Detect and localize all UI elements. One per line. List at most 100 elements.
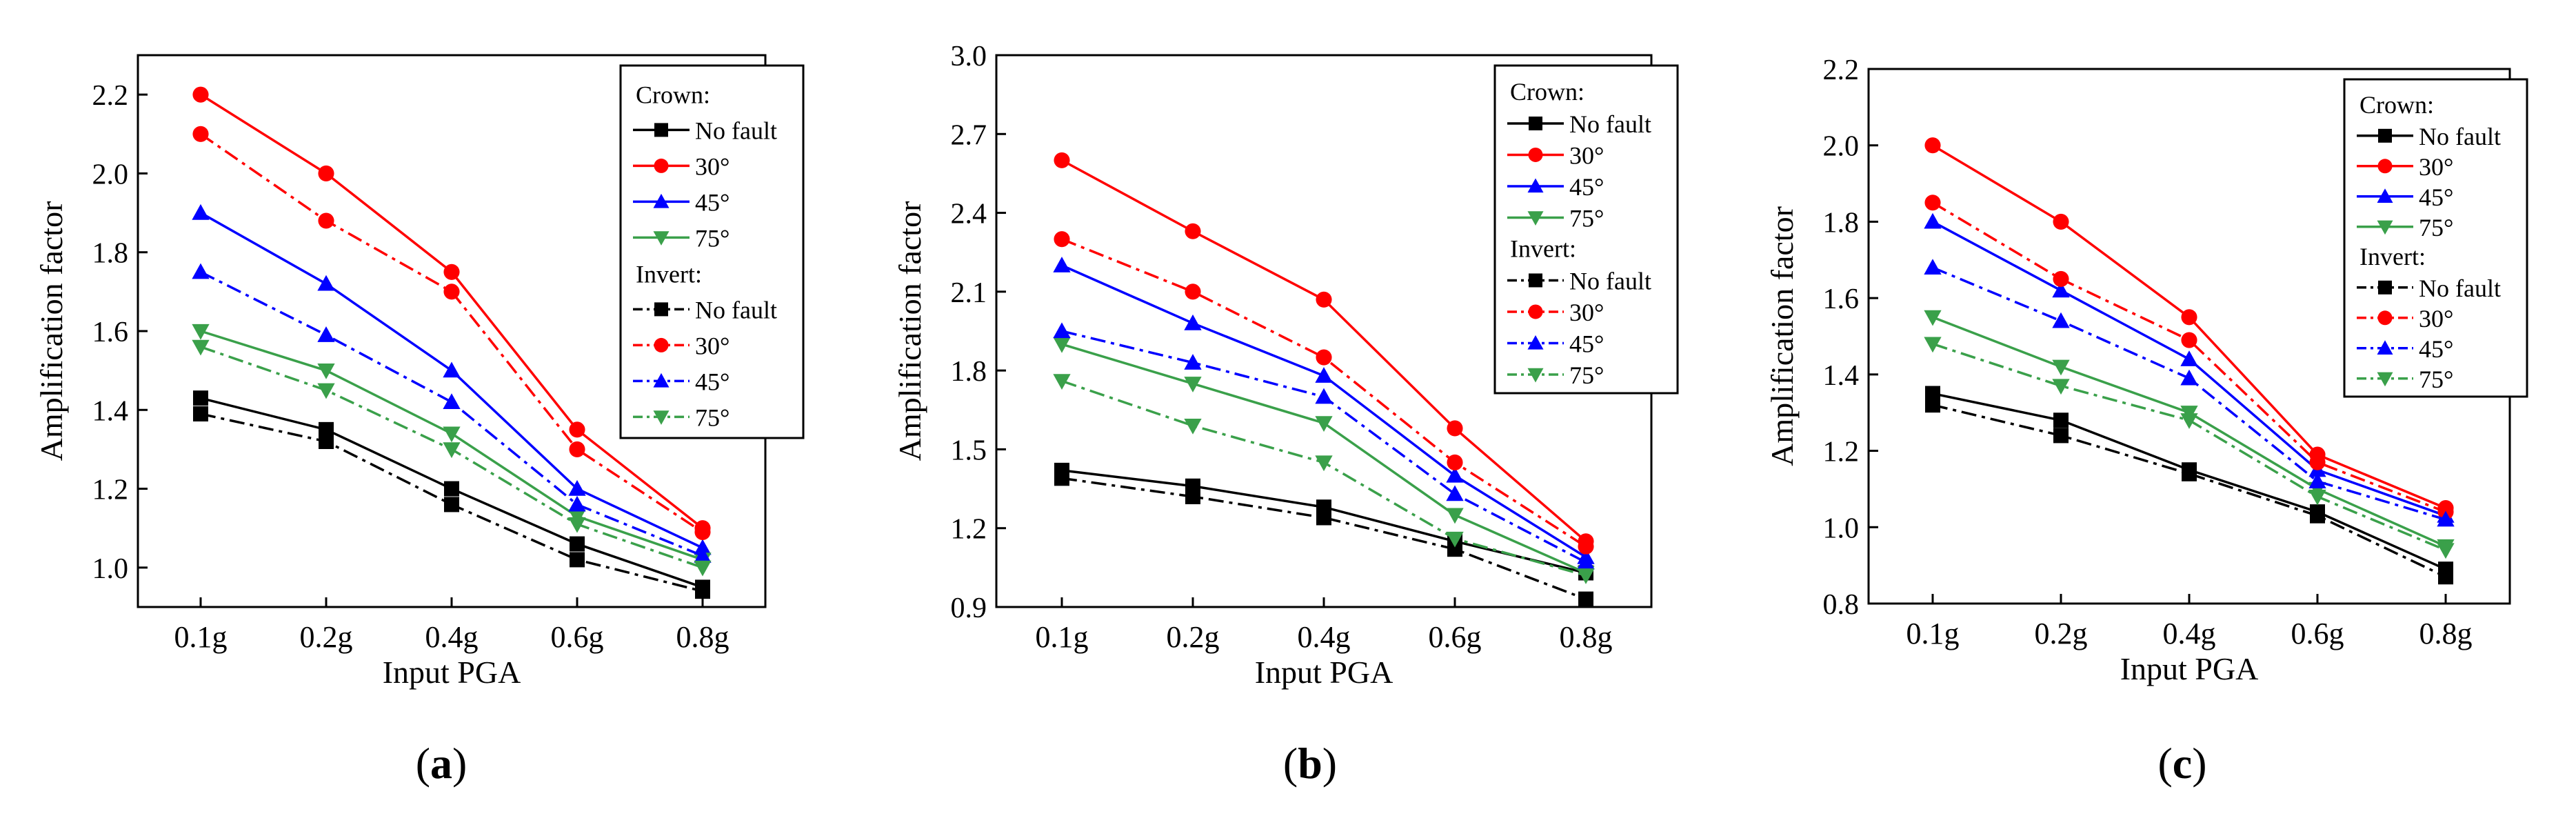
data-point bbox=[569, 421, 585, 438]
legend-group-title: Crown: bbox=[2359, 91, 2434, 119]
legend-marker bbox=[2378, 128, 2392, 143]
data-point bbox=[192, 339, 210, 356]
data-point bbox=[568, 479, 586, 496]
legend-group-title: Crown: bbox=[1510, 78, 1584, 106]
series-line-invert-5 bbox=[1932, 201, 2446, 513]
panel-label: (b) bbox=[1283, 739, 1337, 788]
legend-marker bbox=[654, 158, 669, 173]
data-point bbox=[568, 517, 586, 533]
data-point bbox=[1054, 470, 1069, 486]
legend-marker bbox=[653, 372, 670, 388]
data-point bbox=[1053, 337, 1071, 353]
legend: Crown: No fault 30° 45° 75° Invert: No fault 30… bbox=[1493, 64, 1679, 395]
data-point bbox=[694, 547, 712, 563]
y-tick-label: 0.9 bbox=[951, 593, 987, 624]
data-point bbox=[1925, 386, 1940, 401]
legend-label: 75° bbox=[2419, 366, 2453, 393]
y-tick-label: 2.2 bbox=[92, 80, 129, 112]
y-tick-label: 1.6 bbox=[1823, 283, 1860, 315]
data-point bbox=[1924, 310, 1942, 326]
legend-label: No fault bbox=[1569, 110, 1651, 138]
data-point bbox=[319, 421, 334, 437]
data-point bbox=[2052, 281, 2070, 298]
data-point bbox=[2052, 379, 2070, 395]
x-tick-label: 0.4g bbox=[425, 620, 479, 654]
legend-label: 30° bbox=[695, 152, 729, 180]
legend-label: 45° bbox=[1569, 173, 1604, 201]
data-point bbox=[1185, 283, 1201, 300]
y-tick-label: 2.0 bbox=[92, 159, 129, 190]
data-point bbox=[1315, 388, 1333, 404]
data-point bbox=[1446, 466, 1464, 483]
data-point bbox=[193, 406, 208, 421]
data-point bbox=[192, 324, 210, 340]
legend-marker bbox=[1527, 211, 1544, 226]
legend-label: 30° bbox=[1569, 299, 1604, 326]
data-point bbox=[319, 434, 334, 449]
data-point bbox=[2182, 466, 2197, 481]
data-point bbox=[1446, 485, 1464, 501]
data-point bbox=[443, 393, 461, 409]
data-point bbox=[2308, 489, 2326, 506]
x-tick-label: 0.2g bbox=[1167, 620, 1220, 654]
legend-label: 75° bbox=[695, 404, 729, 431]
legend-group-title: Invert: bbox=[636, 260, 702, 288]
data-point bbox=[2053, 428, 2069, 444]
data-point bbox=[318, 165, 334, 181]
legend-marker bbox=[2378, 280, 2392, 295]
data-point bbox=[192, 263, 210, 279]
legend-marker bbox=[1528, 304, 1543, 319]
y-tick-label: 2.2 bbox=[1823, 54, 1860, 86]
legend-label: No fault bbox=[695, 296, 777, 324]
legend-label: 30° bbox=[2419, 305, 2453, 332]
legend-marker bbox=[1527, 368, 1544, 383]
data-point bbox=[1924, 195, 1941, 211]
legend-label: No fault bbox=[695, 117, 777, 144]
data-point bbox=[694, 560, 712, 577]
legend-label: 30° bbox=[2419, 153, 2453, 181]
y-tick-label: 2.1 bbox=[951, 277, 987, 309]
legend-label: 75° bbox=[1569, 204, 1604, 232]
legend-group-title: Invert: bbox=[1510, 235, 1576, 262]
data-point bbox=[1053, 322, 1071, 339]
legend-group-title: Invert: bbox=[2359, 243, 2426, 270]
legend-label: 75° bbox=[1569, 361, 1604, 389]
y-tick-label: 1.2 bbox=[92, 475, 129, 506]
legend-label: 75° bbox=[2419, 214, 2453, 241]
data-point bbox=[570, 552, 585, 568]
data-point bbox=[1184, 419, 1202, 435]
legend-marker bbox=[1527, 178, 1544, 193]
data-point bbox=[568, 509, 586, 526]
x-tick-label: 0.1g bbox=[1036, 620, 1089, 654]
data-point bbox=[695, 584, 710, 599]
legend-box bbox=[2343, 78, 2528, 398]
data-point bbox=[2437, 543, 2455, 559]
legend-marker bbox=[1529, 273, 1542, 288]
y-axis-title: Amplification factor bbox=[34, 201, 69, 461]
legend-marker bbox=[2377, 220, 2393, 235]
legend-marker bbox=[654, 302, 668, 317]
y-tick-label: 1.6 bbox=[92, 317, 129, 348]
legend-marker bbox=[2377, 310, 2393, 326]
y-tick-label: 1.4 bbox=[92, 395, 129, 427]
data-point bbox=[444, 497, 459, 513]
legend-marker bbox=[2377, 159, 2393, 174]
data-point bbox=[1924, 337, 1942, 353]
data-point bbox=[192, 86, 209, 103]
x-tick-label: 0.6g bbox=[2291, 617, 2344, 650]
y-tick-label: 1.0 bbox=[1823, 513, 1860, 544]
data-point bbox=[2309, 454, 2326, 470]
y-tick-label: 1.0 bbox=[92, 553, 129, 585]
data-point bbox=[1184, 377, 1202, 392]
data-point bbox=[1447, 541, 1462, 557]
data-point bbox=[1446, 531, 1464, 548]
data-point bbox=[317, 275, 335, 291]
data-point bbox=[2181, 332, 2197, 348]
legend-marker bbox=[1529, 116, 1542, 130]
x-tick-label: 0.8g bbox=[1560, 620, 1613, 654]
data-point bbox=[1184, 314, 1202, 330]
x-axis-title: Input PGA bbox=[2120, 651, 2259, 686]
legend-label: 75° bbox=[695, 224, 729, 252]
y-tick-label: 2.7 bbox=[951, 119, 987, 151]
data-point bbox=[1054, 152, 1070, 168]
